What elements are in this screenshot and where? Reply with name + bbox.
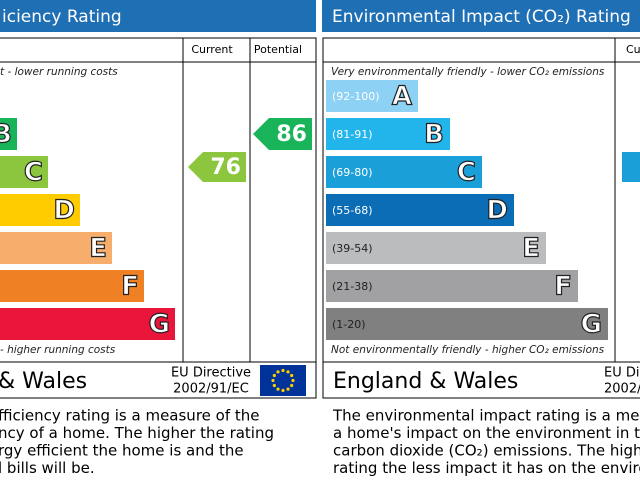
band-range: (92-100) [332,90,380,103]
band [326,308,608,340]
band-range: (81-91) [332,128,373,141]
star [272,383,276,388]
directive: EU Directive [171,366,251,381]
note: Very environmentally friendly - lower CO… [331,66,605,78]
band [326,270,578,302]
band [0,156,48,188]
band-range: (1-20) [332,318,366,331]
directive: EU Di [604,366,639,381]
paragraph-line: ncy of a home. The higher the rating [0,424,274,442]
band-letter: A [392,82,412,112]
band-letter: C [457,158,476,188]
table-border [0,37,317,399]
current-rating: 76 [210,155,241,180]
band [326,80,418,112]
paragraph-line: The environmental impact rating is a mea [332,407,640,425]
region: England & Wales [333,369,518,394]
title: iciency Rating [2,7,122,27]
star [272,373,276,378]
band-range: (39-54) [332,242,373,255]
eu-stars [271,368,295,393]
band-letter: G [149,310,170,340]
band [326,156,482,188]
band-letter: F [121,272,139,302]
title: Environmental Impact (CO₂) Rating [332,7,631,27]
band [0,270,144,302]
title-bar [322,0,640,32]
column-header: Cu [626,43,640,56]
paragraph-line: carbon dioxide (CO₂) emissions. The high [333,442,640,460]
star [286,370,290,374]
band-range: (21-38) [332,280,373,293]
table-border [322,37,640,399]
band-letter: C [24,158,43,188]
star [271,378,275,383]
column-header: Current [191,43,233,56]
band-letter: D [53,196,75,226]
star [290,373,294,378]
band [326,118,450,150]
paragraph-line: a home's impact on the environment in te [333,424,640,442]
current-arrow [188,152,246,182]
column-header: Potential [254,43,302,56]
note: Not environmentally friendly - higher CO… [331,344,605,356]
directive: 2002/91/EC [173,382,249,397]
band [0,194,80,226]
paragraph-line: rgy efficient the home is and the [0,442,244,460]
potential-arrow [253,118,312,150]
current-arrow [622,152,640,182]
star [281,368,285,373]
potential-rating: 86 [276,122,307,147]
band-letter: B [424,120,444,150]
band [326,194,514,226]
band [0,118,17,150]
title-bar [0,0,316,32]
band-letter: D [486,196,508,226]
band [0,232,112,264]
star [290,383,294,388]
band [0,308,175,340]
paragraph-line: fficiency rating is a measure of the [0,407,260,425]
region: & Wales [0,369,87,394]
band-letter: E [89,234,107,264]
paragraph-line: l bills will be. [0,459,95,477]
directive: 2002/ [604,382,640,397]
band-range: (55-68) [332,204,373,217]
band [326,232,546,264]
band-letter: B [0,120,12,150]
star [281,388,285,393]
star [276,387,280,391]
star [286,387,290,391]
band-letter: G [581,310,602,340]
note: t - lower running costs [0,66,118,78]
star [276,370,280,374]
note: - higher running costs [0,344,116,356]
band-letter: E [522,234,540,264]
star [291,378,295,383]
paragraph-line: rating the less impact it has on the env… [333,459,640,477]
band-range: (69-80) [332,166,373,179]
band-letter: F [554,272,572,302]
